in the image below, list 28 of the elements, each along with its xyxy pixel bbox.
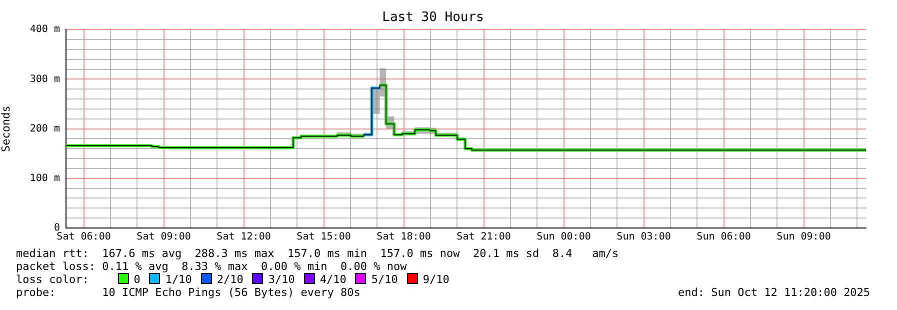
legend-label: 0 (134, 273, 140, 286)
legend-title: loss color: (16, 273, 90, 286)
x-tick-label: Sat 06:00 (56, 232, 111, 243)
chart-title: Last 30 Hours (382, 10, 484, 26)
x-tick-label: Sun 03:00 (616, 232, 671, 243)
legend-label: 1/10 (165, 273, 192, 286)
x-tick-label: Sat 21:00 (456, 232, 511, 243)
x-tick-label: Sat 09:00 (136, 232, 191, 243)
legend-label: 5/10 (371, 273, 398, 286)
x-tick-label: Sat 12:00 (216, 232, 271, 243)
text: median rtt: 167.6 ms avg 288.3 ms max 157.0 ms min 157.0 ms now 20.1 ms sd 8.4 am/s (16, 247, 619, 260)
y-tick-label: 300 m (30, 74, 60, 85)
y-tick-label: 100 m (30, 172, 60, 184)
x-tick-label: Sat 18:00 (376, 232, 431, 243)
x-tick-label: Sat 15:00 (296, 232, 351, 243)
y-axis-title: Seconds (0, 106, 12, 152)
y-tick-label: 200 m (30, 123, 60, 134)
x-tick-label: Sun 09:00 (776, 232, 831, 243)
legend-label: 2/10 (216, 273, 244, 286)
legend-label: 4/10 (320, 273, 346, 286)
legend-label: 9/10 (422, 273, 450, 286)
y-tick-label: 400 m (30, 24, 60, 36)
legend-label: 3/10 (268, 273, 295, 286)
text: end: Sun Oct 12 11:20:00 2025 (678, 286, 870, 299)
text: probe: 10 ICMP Echo Pings (56 Bytes) every 80s (16, 286, 360, 299)
x-tick-label: Sun 06:00 (696, 232, 751, 243)
text: packet loss: 0.11 % avg 8.33 % max 0.00 % min 0.00 % now (16, 260, 407, 273)
x-tick-label: Sun 00:00 (536, 232, 591, 243)
